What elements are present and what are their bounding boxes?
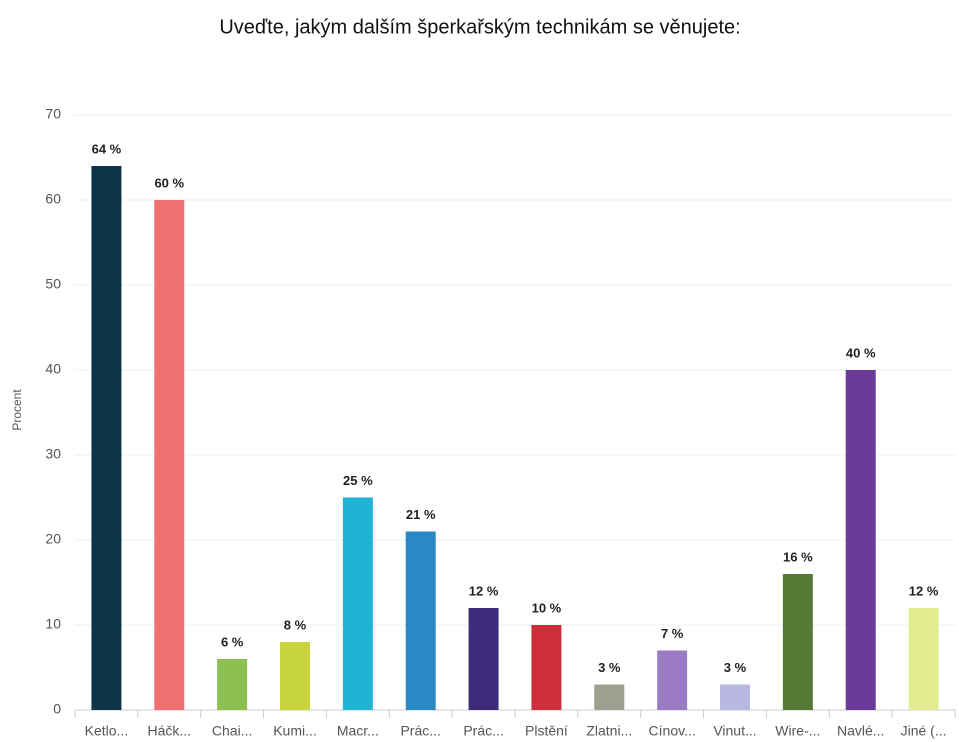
x-tick-label: Cínov... xyxy=(649,723,696,739)
x-tick-label: Prác... xyxy=(463,723,503,739)
x-tick-label: Prác... xyxy=(400,723,440,739)
y-tick-label: 0 xyxy=(53,701,61,717)
x-tick-label: Navlé... xyxy=(837,723,884,739)
value-label: 60 % xyxy=(154,175,184,190)
y-tick-label: 50 xyxy=(45,276,61,292)
y-tick-label: 70 xyxy=(45,106,61,122)
value-label: 10 % xyxy=(532,600,562,615)
bar xyxy=(657,650,688,710)
bar xyxy=(531,625,562,710)
y-tick-label: 30 xyxy=(45,446,61,462)
value-label: 12 % xyxy=(469,583,499,598)
chart-title: Uveďte, jakým dalším šperkařským technik… xyxy=(219,16,740,38)
x-tick-label: Háčk... xyxy=(147,723,191,739)
bar xyxy=(405,531,436,710)
bar xyxy=(91,166,122,710)
value-label: 64 % xyxy=(92,141,122,156)
bar xyxy=(468,608,499,710)
x-tick-label: Plstění xyxy=(525,723,568,739)
value-label: 7 % xyxy=(661,626,684,641)
y-tick-label: 40 xyxy=(45,361,61,377)
value-label: 25 % xyxy=(343,473,373,488)
value-label: 3 % xyxy=(724,660,747,675)
bar xyxy=(154,200,185,710)
bar xyxy=(280,642,310,710)
x-tick-label: Kumi... xyxy=(273,723,317,739)
bar xyxy=(342,497,373,710)
value-label: 8 % xyxy=(284,617,307,632)
x-tick-label: Jiné (... xyxy=(901,723,947,739)
x-tick-label: Chai... xyxy=(212,723,252,739)
y-tick-label: 10 xyxy=(45,616,61,632)
bar xyxy=(782,574,813,710)
y-tick-label: 60 xyxy=(45,191,61,207)
value-label: 21 % xyxy=(406,507,436,522)
value-label: 16 % xyxy=(783,549,813,564)
bar xyxy=(908,608,939,710)
y-axis-label: Procent xyxy=(10,389,24,431)
y-tick-label: 20 xyxy=(45,531,61,547)
x-tick-label: Zlatni... xyxy=(586,723,632,739)
bar xyxy=(217,659,248,710)
value-label: 3 % xyxy=(598,660,621,675)
bar xyxy=(845,370,876,710)
bar xyxy=(720,684,750,710)
x-tick-label: Macr... xyxy=(337,723,379,739)
value-label: 6 % xyxy=(221,634,244,649)
x-tick-label: Ketlo... xyxy=(85,723,129,739)
bar xyxy=(594,684,625,710)
value-label: 12 % xyxy=(909,583,939,598)
x-tick-label: Vinut... xyxy=(713,723,756,739)
value-label: 40 % xyxy=(846,345,876,360)
x-tick-label: Wire-... xyxy=(775,723,820,739)
